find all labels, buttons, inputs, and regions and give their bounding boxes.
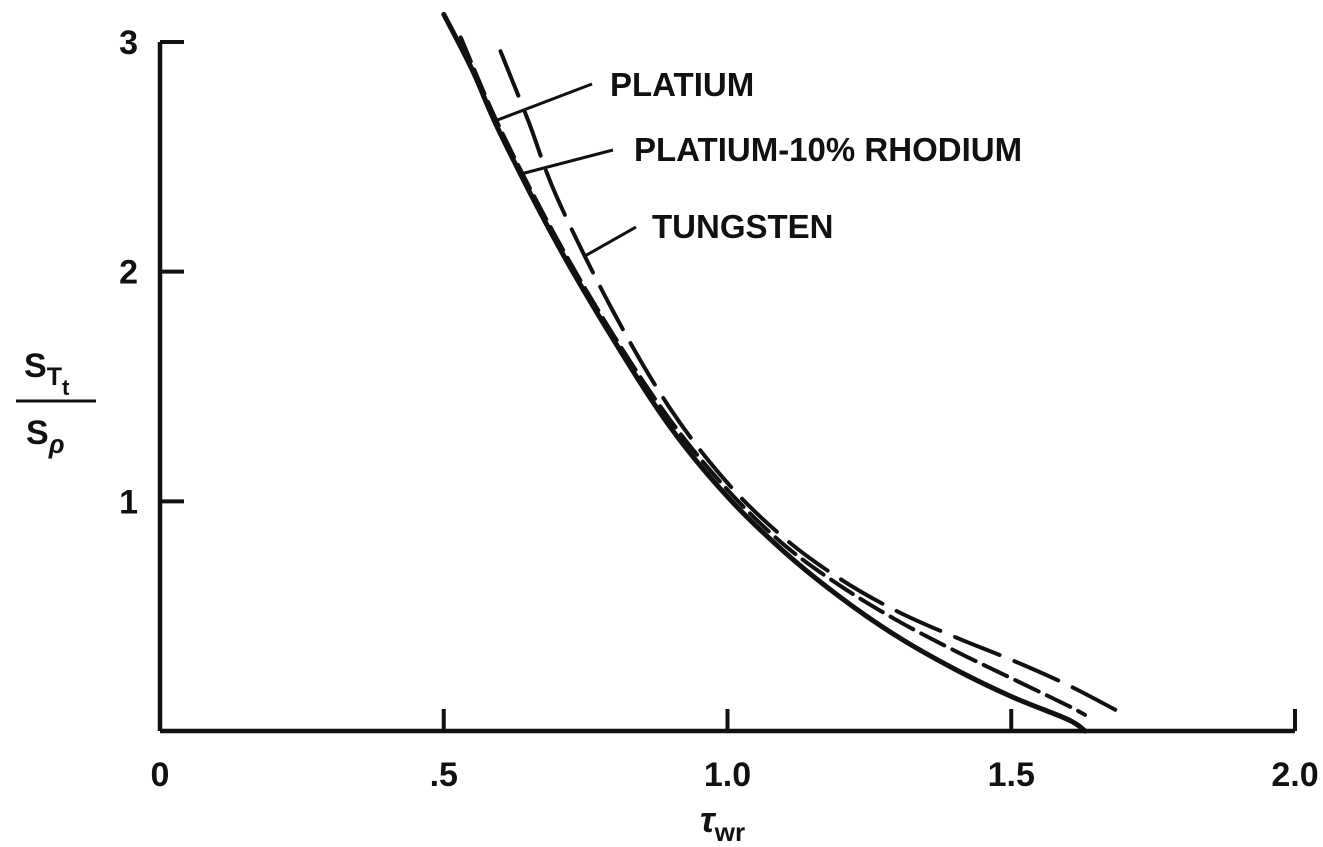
x-tick-label: 0 <box>151 756 170 794</box>
series-line-3 <box>498 49 1127 717</box>
y-tick-label: 2 <box>119 254 138 292</box>
annotation-tungsten: TUNGSTEN <box>652 208 834 245</box>
annotations: PLATIUM PLATIUM-10% RHODIUM TUNGSTEN <box>610 66 1022 245</box>
y-tick-label: 3 <box>119 24 138 62</box>
x-tick-label: 2.0 <box>1271 756 1318 794</box>
y-label-numerator-sub: T <box>47 363 62 391</box>
svg-text:Sρ: Sρ <box>26 414 64 459</box>
x-tick-label: 1.5 <box>988 756 1035 794</box>
y-label-numerator-subsub: t <box>62 375 70 400</box>
series-line-2 <box>458 35 1087 717</box>
x-axis-label: τwr <box>700 799 745 847</box>
svg-text:τwr: τwr <box>700 799 745 847</box>
y-label-denominator-sub: ρ <box>48 429 65 459</box>
ticks: 0 .5 1.0 1.5 2.0 1 2 3 <box>119 24 1319 794</box>
y-axis-label: STt Sρ <box>16 347 96 459</box>
annotation-platium: PLATIUM <box>610 66 754 103</box>
x-label-main: τ <box>700 799 717 840</box>
series-line-1 <box>441 11 1088 734</box>
annotation-platium-rhodium: PLATIUM-10% RHODIUM <box>634 131 1022 168</box>
y-label-numerator: S <box>24 347 47 385</box>
svg-text:STt: STt <box>24 347 70 400</box>
x-tick-label: .5 <box>430 756 458 794</box>
curves <box>441 11 1127 734</box>
y-tick-label: 1 <box>119 483 138 521</box>
leader-line-2 <box>522 148 614 175</box>
leader-line-3 <box>584 225 637 257</box>
x-tick-label: 1.0 <box>704 756 751 794</box>
y-label-denominator: S <box>26 414 49 452</box>
x-label-sub: wr <box>714 817 745 847</box>
leader-lines <box>494 82 637 257</box>
leader-line-1 <box>494 82 593 123</box>
